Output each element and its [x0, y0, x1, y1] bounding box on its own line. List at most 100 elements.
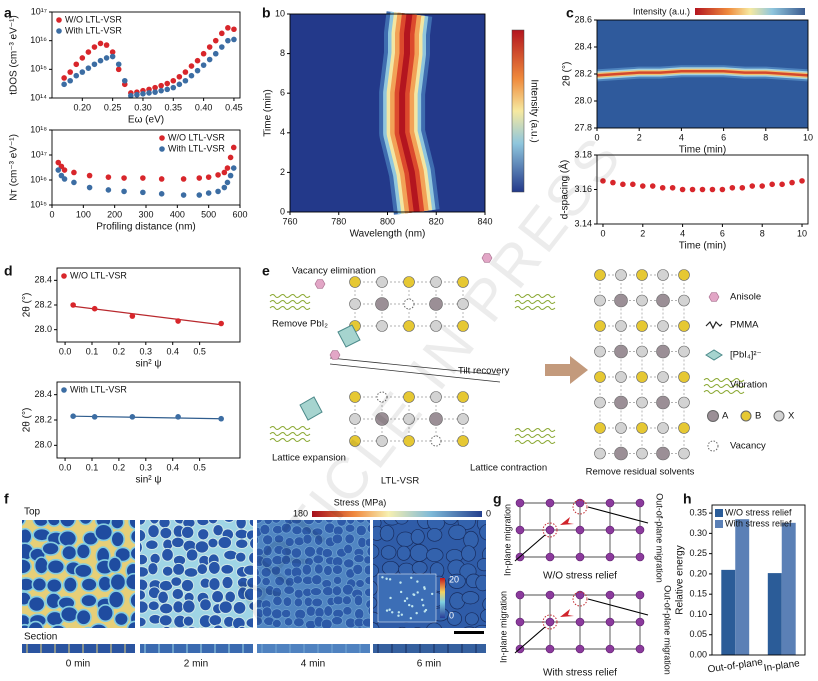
grain — [303, 520, 315, 525]
y-tick-label: 10 — [275, 8, 285, 18]
panel-label: a — [4, 5, 12, 21]
data-point — [230, 165, 237, 171]
grain — [366, 520, 370, 524]
y-tick-label: 10¹⁶ — [30, 35, 47, 45]
grain — [73, 563, 93, 579]
x-tick-label: 400 — [170, 209, 185, 219]
atom — [636, 294, 648, 307]
x-tick-label: 0.20 — [74, 102, 92, 112]
atom — [349, 276, 361, 288]
data-point — [215, 188, 221, 195]
x-axis-label: sin² ψ — [135, 475, 161, 486]
atom — [678, 320, 690, 332]
x-tick-label: 0.4 — [166, 346, 179, 356]
legend-label: [PbI₄]²⁻ — [730, 350, 762, 361]
x-tick-label: 8 — [760, 228, 765, 238]
annotation: Lattice expansion — [272, 453, 346, 464]
grain — [110, 520, 125, 530]
atom — [594, 269, 606, 281]
grain — [347, 627, 352, 628]
atom — [636, 422, 648, 434]
data-point — [140, 91, 146, 97]
legend-label: With LTL-VSR — [168, 143, 225, 153]
data-point — [749, 183, 756, 189]
grain — [262, 544, 273, 557]
grain — [311, 574, 323, 586]
data-point — [128, 92, 134, 99]
y-tick-label: 10¹⁷ — [31, 6, 47, 16]
data-point — [164, 80, 171, 87]
atom — [678, 396, 690, 409]
grain — [50, 624, 66, 628]
data-point — [71, 179, 77, 186]
grain — [352, 563, 364, 575]
grain — [475, 574, 486, 592]
data-point — [97, 57, 104, 64]
grain — [162, 625, 172, 628]
grain — [207, 560, 221, 575]
x-tick-label: 0.25 — [104, 102, 122, 112]
data-point — [620, 181, 626, 188]
data-point — [103, 55, 110, 61]
plot-frame — [711, 504, 806, 656]
atom — [457, 320, 469, 332]
grain — [140, 520, 147, 526]
grain — [427, 528, 443, 542]
data-point — [175, 318, 181, 324]
data-point — [103, 42, 110, 48]
inset-spot — [422, 604, 425, 607]
x-tick-label: Out-of-plane — [707, 657, 764, 676]
grain — [344, 524, 356, 533]
grain — [84, 626, 93, 628]
y-tick-label: 28.0 — [574, 95, 592, 105]
grain — [129, 592, 135, 609]
grain — [283, 585, 295, 595]
grain — [147, 562, 159, 576]
atom — [575, 617, 585, 627]
atom — [656, 395, 670, 410]
x-tick-label: 0.1 — [86, 462, 99, 472]
atom — [375, 297, 389, 311]
x-tick-label: 200 — [107, 209, 122, 219]
y-tick-label: 4 — [280, 127, 285, 137]
bar — [735, 519, 750, 655]
data-point — [73, 72, 80, 79]
data-point — [729, 184, 736, 191]
anisole — [481, 253, 493, 263]
grain — [398, 626, 406, 628]
data-point — [194, 67, 201, 74]
data-point — [699, 186, 706, 193]
site — [542, 522, 558, 538]
inset-colorbar-max: 20 — [449, 574, 459, 584]
data-point — [91, 44, 98, 50]
data-point — [212, 37, 219, 44]
migration-label: Out-of-plane migration — [663, 585, 673, 675]
heatmap-ridge — [399, 13, 420, 213]
x-tick-label: 780 — [331, 216, 346, 226]
grain — [22, 527, 33, 545]
grain — [363, 564, 370, 576]
atom — [594, 371, 606, 383]
data-point — [121, 188, 127, 195]
grain — [302, 533, 313, 545]
grain — [243, 564, 253, 576]
data-point — [224, 165, 231, 171]
x-axis-label: Eω (eV) — [128, 115, 164, 126]
colorbar — [695, 8, 805, 15]
grain — [237, 625, 247, 628]
y-tick-label: 6 — [280, 88, 285, 98]
grain — [314, 563, 324, 575]
data-point — [79, 55, 86, 61]
grain — [158, 520, 171, 529]
atom — [457, 435, 469, 447]
grain — [186, 626, 197, 628]
inset-spot — [420, 598, 424, 602]
legend-marker — [159, 146, 165, 152]
atom — [635, 498, 645, 508]
y-tick-label: 10¹⁵ — [30, 199, 47, 209]
grain — [322, 586, 334, 596]
x-tick-label: 840 — [477, 216, 492, 226]
atom — [605, 590, 615, 600]
atom — [615, 269, 627, 281]
